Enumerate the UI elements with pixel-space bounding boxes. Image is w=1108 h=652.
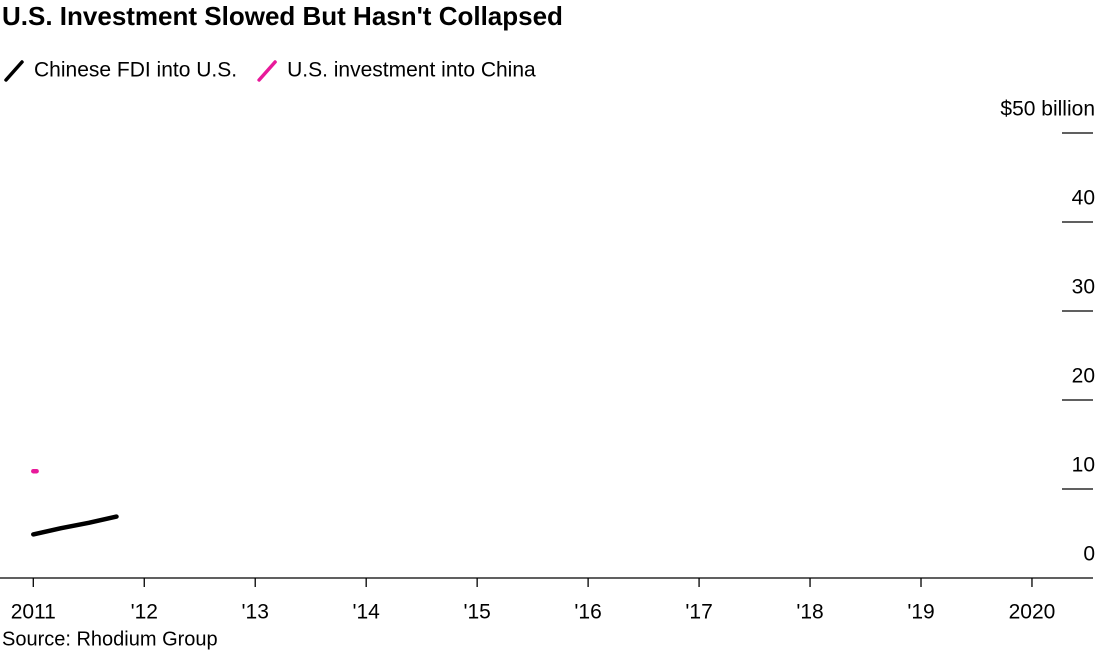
- x-tick-label: '13: [242, 601, 269, 624]
- chart-title: U.S. Investment Slowed But Hasn't Collap…: [2, 1, 563, 31]
- source: Source: Rhodium Group: [2, 628, 218, 650]
- series-line: [31, 514, 119, 537]
- x-tick-label: 2020: [1009, 601, 1056, 624]
- y-tick-label: 40: [1072, 187, 1095, 210]
- x-tick-label: '16: [574, 601, 601, 624]
- x-tick-label: '14: [352, 601, 380, 624]
- y-tick-label: 20: [1072, 365, 1095, 388]
- legend-label: U.S. investment into China: [287, 59, 536, 82]
- x-tick-label: '12: [131, 601, 158, 624]
- x-tick-label: '17: [685, 601, 712, 624]
- y-tick-label: $50 billion: [1000, 98, 1095, 121]
- y-tick-label: 0: [1083, 543, 1095, 566]
- y-tick-label: 30: [1072, 276, 1095, 299]
- legend-label: Chinese FDI into U.S.: [34, 59, 237, 82]
- y-tick-label: 10: [1072, 454, 1095, 477]
- legend-swatch: [257, 60, 277, 82]
- x-tick-label: '15: [463, 601, 490, 624]
- x-tick-label: '18: [796, 601, 823, 624]
- x-tick-label: 2011: [11, 601, 56, 624]
- x-tick-label: '19: [907, 601, 934, 624]
- legend-swatch: [4, 60, 24, 82]
